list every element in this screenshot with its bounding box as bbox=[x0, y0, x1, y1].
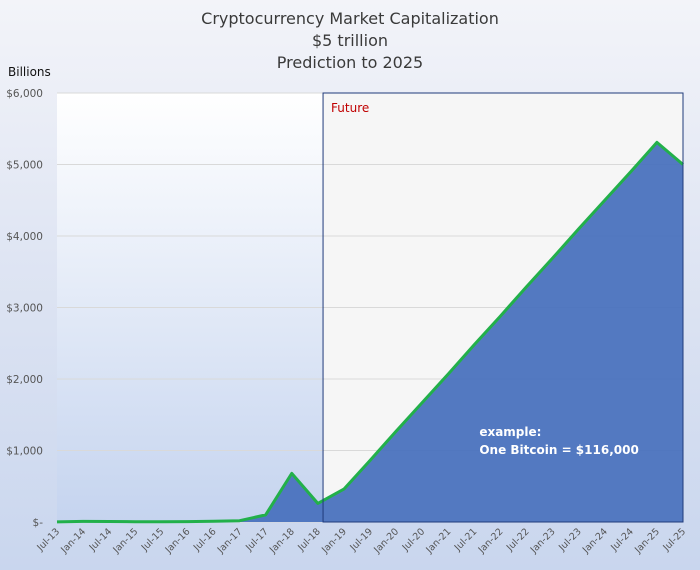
y-tick-label: $2,000 bbox=[6, 374, 43, 386]
future-region-border bbox=[322, 92, 684, 523]
x-tick-label: Jan-23 bbox=[528, 526, 558, 556]
x-tick-label: Jan-24 bbox=[580, 526, 610, 556]
y-tick-label: $6,000 bbox=[6, 88, 43, 100]
x-tick-label: Jul-21 bbox=[452, 526, 480, 554]
y-tick-label: $1,000 bbox=[6, 446, 43, 458]
y-axis-units-label: Billions bbox=[8, 65, 51, 79]
x-tick-label: Jul-13 bbox=[35, 526, 63, 554]
chart-subtitle-2: Prediction to 2025 bbox=[276, 53, 424, 72]
x-tick-label: Jul-23 bbox=[556, 526, 584, 554]
series-line bbox=[56, 140, 684, 524]
chart-title: Cryptocurrency Market Capitalization bbox=[201, 9, 499, 28]
y-tick-label: $5,000 bbox=[6, 160, 43, 172]
x-tick-label: Jan-21 bbox=[424, 526, 454, 556]
x-tick-label: Jan-25 bbox=[632, 526, 662, 556]
future-region-label: Future bbox=[331, 101, 369, 115]
y-tick-label: $4,000 bbox=[6, 231, 43, 243]
x-tick-label: Jan-20 bbox=[371, 526, 401, 556]
series-area bbox=[57, 142, 683, 522]
x-tick-label: Jul-24 bbox=[608, 526, 636, 554]
x-tick-label: Jan-18 bbox=[267, 526, 297, 556]
x-tick-label: Jul-19 bbox=[348, 526, 376, 554]
x-tick-label: Jul-20 bbox=[400, 526, 428, 554]
x-tick-label: Jan-22 bbox=[476, 526, 506, 556]
x-tick-label: Jul-17 bbox=[243, 526, 271, 554]
x-tick-label: Jan-14 bbox=[58, 526, 88, 556]
x-tick-label: Jul-25 bbox=[661, 526, 689, 554]
x-tick-label: Jan-17 bbox=[215, 526, 245, 556]
x-tick-label: Jul-18 bbox=[295, 526, 323, 554]
x-tick-label: Jul-15 bbox=[139, 526, 167, 554]
x-tick-label: Jan-15 bbox=[111, 526, 141, 556]
chart-subtitle: $5 trillion bbox=[311, 31, 388, 50]
chart-title-block: Cryptocurrency Market Capitalization $5 … bbox=[0, 8, 700, 74]
y-tick-label: $3,000 bbox=[6, 303, 43, 315]
x-tick-label: Jan-19 bbox=[319, 526, 349, 556]
annotation-line-2: One Bitcoin = $116,000 bbox=[479, 443, 639, 457]
y-tick-label: $- bbox=[33, 517, 44, 529]
x-tick-label: Jan-16 bbox=[163, 526, 193, 556]
annotation-line-1: example: bbox=[479, 425, 541, 439]
x-tick-label: Jul-22 bbox=[504, 526, 532, 554]
x-tick-label: Jul-16 bbox=[191, 526, 219, 554]
x-tick-label: Jul-14 bbox=[87, 526, 115, 554]
